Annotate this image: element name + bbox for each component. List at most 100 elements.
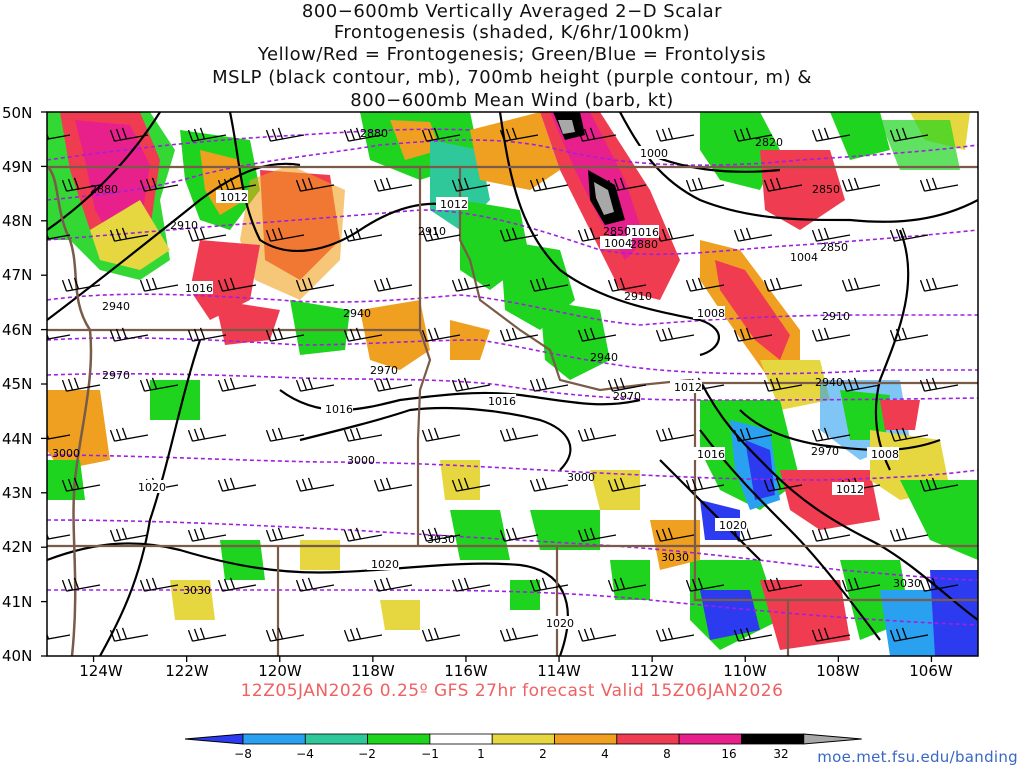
mslp-label: 1004 bbox=[790, 251, 818, 264]
wind-barb bbox=[919, 477, 959, 492]
colorbar-label: 32 bbox=[773, 747, 789, 761]
height-label: 2910 bbox=[822, 310, 850, 323]
height-label: 3030 bbox=[427, 533, 455, 546]
mslp-label: 1016 bbox=[697, 448, 725, 461]
height-label: 2940 bbox=[590, 351, 618, 364]
wind-barb bbox=[607, 177, 647, 192]
colorbar-segment bbox=[242, 733, 306, 745]
wind-barb bbox=[217, 277, 257, 292]
wind-barb bbox=[811, 327, 851, 342]
wind-barb bbox=[47, 132, 71, 140]
title-line-3: Yellow/Red = Frontogenesis; Green/Blue =… bbox=[257, 44, 767, 65]
height-label: 2940 bbox=[102, 300, 130, 313]
lon-tick-label: 108W bbox=[816, 662, 860, 680]
height-label: 2850 bbox=[812, 183, 840, 196]
wind-barb bbox=[217, 177, 257, 192]
wind-barb bbox=[343, 627, 383, 642]
lat-tick-label: 48N bbox=[2, 212, 33, 230]
wind-barb bbox=[109, 127, 149, 142]
wind-barb bbox=[265, 427, 305, 442]
wind-barb bbox=[109, 227, 149, 242]
mslp-label: 1016 bbox=[631, 226, 659, 239]
wind-barbs bbox=[47, 127, 959, 642]
height-label: 2970 bbox=[370, 364, 398, 377]
wind-barb bbox=[499, 227, 539, 242]
wind-barb bbox=[811, 227, 851, 242]
wind-barb bbox=[421, 327, 461, 342]
wind-barb bbox=[295, 577, 335, 592]
wind-barb bbox=[499, 127, 539, 142]
wind-barb bbox=[655, 427, 695, 442]
colorbar bbox=[184, 733, 862, 745]
wind-barb bbox=[655, 627, 695, 642]
wind-barb bbox=[451, 577, 491, 592]
wind-barb bbox=[187, 527, 227, 542]
lat-tick-label: 46N bbox=[2, 321, 33, 339]
wind-barb bbox=[889, 427, 929, 442]
wind-barb bbox=[421, 127, 461, 142]
wind-barb bbox=[733, 127, 773, 142]
height-label: 2910 bbox=[418, 225, 446, 238]
wind-barb bbox=[733, 627, 773, 642]
wind-barb bbox=[373, 477, 413, 492]
wind-barb bbox=[763, 577, 803, 592]
wind-barb bbox=[265, 327, 305, 342]
height-label: 3030 bbox=[661, 551, 689, 564]
mslp-label: 1020 bbox=[719, 519, 747, 532]
wind-barb bbox=[763, 277, 803, 292]
wind-barb bbox=[607, 477, 647, 492]
wind-barb bbox=[47, 332, 71, 340]
colorbar-segment bbox=[616, 733, 680, 745]
wind-barb bbox=[919, 377, 959, 392]
height-label: 2910 bbox=[624, 290, 652, 303]
mslp-label: 1012 bbox=[836, 483, 864, 496]
wind-barb bbox=[187, 227, 227, 242]
wind-barb bbox=[187, 327, 227, 342]
wind-barb bbox=[343, 527, 383, 542]
height-label: 3000 bbox=[52, 447, 80, 460]
height-label: 2880 bbox=[90, 183, 118, 196]
wind-barb bbox=[841, 177, 881, 192]
wind-barb bbox=[577, 427, 617, 442]
mslp-label: 1016 bbox=[488, 395, 516, 408]
wind-barb bbox=[451, 177, 491, 192]
lon-tick-label: 124W bbox=[79, 662, 123, 680]
wind-barb bbox=[655, 327, 695, 342]
political-borders bbox=[47, 165, 978, 656]
axis-ticks bbox=[41, 111, 933, 662]
credit-link[interactable]: moe.met.fsu.edu/banding bbox=[817, 748, 1018, 766]
wind-barb bbox=[763, 177, 803, 192]
wind-barb bbox=[187, 627, 227, 642]
wind-barb bbox=[343, 327, 383, 342]
wind-barb bbox=[919, 277, 959, 292]
wind-barb bbox=[47, 632, 71, 640]
wind-barb bbox=[109, 627, 149, 642]
wind-barb bbox=[841, 377, 881, 392]
title-line-5: 800−600mb Mean Wind (barb, kt) bbox=[350, 90, 674, 111]
height-label: 2820 bbox=[755, 136, 783, 149]
height-label: 2850 bbox=[603, 225, 631, 238]
colorbar-arrow-left bbox=[184, 733, 244, 745]
wind-barb bbox=[607, 277, 647, 292]
wind-barb bbox=[733, 227, 773, 242]
height-contours bbox=[47, 128, 978, 626]
height-label: 3000 bbox=[567, 471, 595, 484]
wind-barb bbox=[529, 577, 569, 592]
wind-barb bbox=[421, 627, 461, 642]
lon-tick-label: 118W bbox=[351, 662, 395, 680]
wind-barb bbox=[811, 527, 851, 542]
wind-barb bbox=[577, 527, 617, 542]
mslp-label: 1016 bbox=[325, 403, 353, 416]
wind-barb bbox=[655, 127, 695, 142]
wind-barb bbox=[607, 577, 647, 592]
wind-barb bbox=[733, 327, 773, 342]
wind-barb bbox=[373, 577, 413, 592]
wind-barb bbox=[811, 627, 851, 642]
wind-barb bbox=[499, 427, 539, 442]
wind-barb bbox=[919, 177, 959, 192]
colorbar-segment bbox=[491, 733, 555, 745]
wind-barb bbox=[373, 277, 413, 292]
wind-barb bbox=[841, 277, 881, 292]
colorbar-arrow-right bbox=[803, 733, 862, 745]
lat-tick-label: 50N bbox=[2, 104, 33, 122]
